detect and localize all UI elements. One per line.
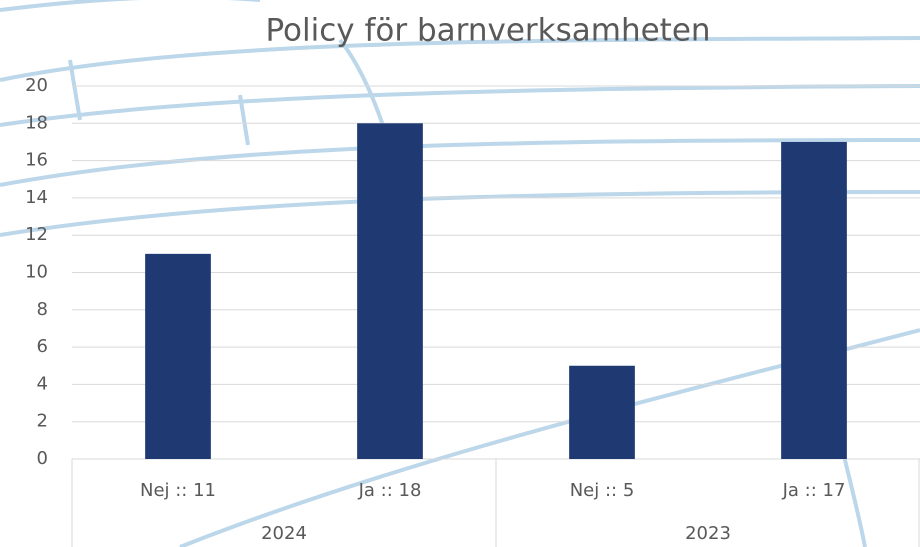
bar: [781, 141, 847, 459]
y-tick-label: 0: [37, 448, 48, 469]
group-label: 2024: [261, 523, 307, 544]
y-tick-label: 8: [37, 299, 48, 320]
chart-title: Policy för barnverksamheten: [265, 13, 710, 49]
bar: [357, 123, 423, 460]
x-tick-label: Nej :: 5: [570, 480, 635, 501]
y-tick-label: 6: [37, 336, 48, 357]
x-tick-label: Nej :: 11: [140, 480, 216, 501]
x-tick-label: Ja :: 18: [358, 480, 422, 501]
y-tick-label: 16: [25, 150, 48, 171]
x-tick-label: Ja :: 17: [782, 480, 846, 501]
y-tick-label: 2: [37, 411, 48, 432]
bar: [145, 253, 211, 459]
bar: [569, 365, 635, 459]
y-tick-label: 18: [25, 112, 48, 133]
y-tick-label: 20: [25, 75, 48, 96]
y-tick-label: 10: [25, 262, 48, 283]
group-label: 2023: [685, 523, 731, 544]
y-tick-label: 12: [25, 224, 48, 245]
y-tick-label: 4: [37, 373, 48, 394]
y-tick-label: 14: [25, 187, 48, 208]
